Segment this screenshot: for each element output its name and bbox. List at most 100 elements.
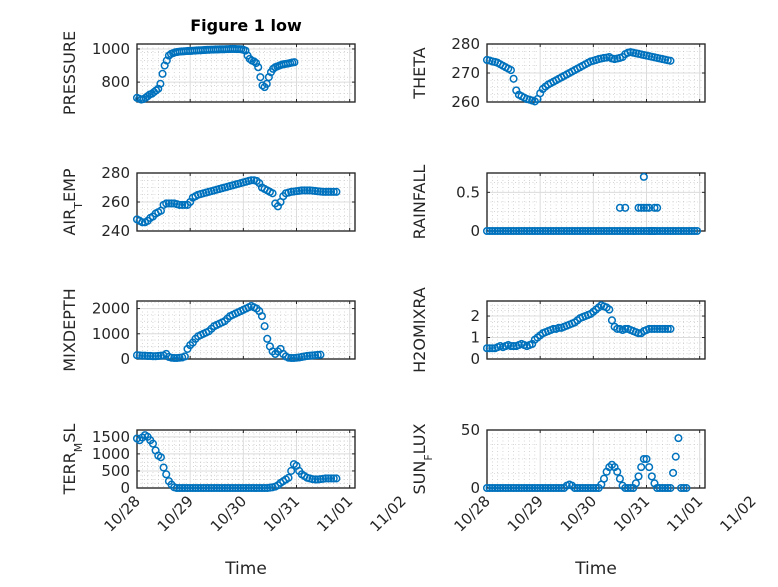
data-point bbox=[679, 226, 688, 236]
data-point bbox=[674, 226, 683, 236]
y-tick-label: 0 bbox=[120, 479, 130, 497]
data-point bbox=[639, 454, 648, 464]
axes-frame bbox=[486, 300, 706, 360]
y-tick-label: 0 bbox=[470, 350, 480, 368]
data-point bbox=[634, 472, 643, 481]
data-point bbox=[615, 474, 624, 483]
data-point bbox=[645, 463, 654, 472]
data-point bbox=[533, 226, 542, 236]
data-point bbox=[661, 483, 670, 493]
data-point bbox=[621, 324, 630, 333]
y-tick-label: 1000 bbox=[92, 40, 130, 58]
data-point bbox=[544, 226, 553, 236]
data-point bbox=[645, 324, 654, 333]
panel-h2omixra: 0 1 2 H2OMIXRA bbox=[410, 287, 706, 373]
data-point bbox=[501, 483, 510, 493]
data-point bbox=[257, 483, 267, 493]
x-tick-label: 10/31 bbox=[260, 492, 303, 535]
data-point bbox=[653, 324, 662, 333]
y-axis-label: TERRMSL bbox=[60, 424, 85, 496]
data-point bbox=[501, 226, 510, 236]
data-point bbox=[522, 483, 531, 493]
y-tick-label: 2000 bbox=[92, 300, 130, 318]
y-tick-label: 500 bbox=[101, 462, 130, 480]
data-point bbox=[215, 483, 224, 493]
data-point bbox=[568, 226, 577, 236]
data-point bbox=[506, 483, 515, 493]
data-point bbox=[645, 203, 654, 212]
data-point bbox=[634, 226, 643, 236]
data-point bbox=[287, 353, 296, 363]
data-point bbox=[663, 226, 672, 236]
data-point bbox=[172, 483, 181, 493]
data-point bbox=[690, 226, 699, 236]
data-point bbox=[549, 324, 558, 333]
data-point bbox=[631, 226, 640, 236]
data-point bbox=[247, 176, 256, 185]
data-point bbox=[610, 226, 619, 236]
data-point bbox=[546, 483, 555, 493]
data-point bbox=[249, 483, 259, 493]
data-point bbox=[669, 468, 678, 477]
data-point bbox=[671, 226, 680, 236]
data-point bbox=[530, 483, 539, 493]
data-point bbox=[297, 186, 306, 195]
data-point bbox=[188, 483, 197, 493]
data-point bbox=[156, 453, 165, 462]
data-point bbox=[199, 483, 208, 493]
data-point bbox=[522, 226, 531, 236]
data-point bbox=[504, 226, 513, 236]
data-point bbox=[655, 483, 664, 493]
data-point bbox=[533, 483, 542, 493]
data-point bbox=[252, 483, 261, 493]
data-point bbox=[514, 226, 523, 236]
data-point bbox=[207, 483, 216, 493]
data-point bbox=[255, 483, 264, 493]
data-point bbox=[517, 226, 526, 236]
data-point bbox=[647, 472, 656, 481]
data-point bbox=[655, 324, 664, 333]
x-tick-label: 11/02 bbox=[366, 492, 409, 535]
data-point bbox=[618, 226, 627, 236]
data-point bbox=[605, 226, 614, 236]
data-point bbox=[613, 226, 622, 236]
data-point bbox=[303, 186, 312, 195]
data-point bbox=[666, 483, 675, 493]
data-point bbox=[485, 226, 494, 236]
axes-frame bbox=[136, 300, 356, 360]
data-point bbox=[512, 483, 521, 493]
data-point bbox=[642, 203, 651, 212]
data-point bbox=[482, 483, 492, 493]
data-point bbox=[509, 342, 518, 351]
data-point bbox=[573, 226, 582, 236]
x-tick-label: 10/30 bbox=[557, 492, 600, 535]
y-tick-label: 0 bbox=[470, 479, 480, 497]
data-point bbox=[549, 226, 558, 236]
data-point bbox=[575, 483, 585, 493]
data-point bbox=[653, 203, 662, 212]
data-point bbox=[220, 483, 229, 493]
data-point bbox=[490, 483, 500, 493]
data-point bbox=[674, 434, 683, 443]
data-point bbox=[170, 353, 179, 363]
data-point bbox=[327, 474, 336, 483]
data-point bbox=[247, 483, 256, 493]
y-tick-label: 0 bbox=[470, 222, 480, 240]
y-tick-label: 1000 bbox=[92, 445, 130, 463]
data-point bbox=[180, 352, 189, 361]
y-tick-label: 2 bbox=[470, 307, 480, 325]
data-point bbox=[159, 463, 168, 472]
data-point bbox=[485, 344, 494, 353]
panel-theta: 260 270 280 THETA bbox=[410, 35, 706, 111]
data-point bbox=[650, 203, 659, 212]
y-axis-label: PRESSURE bbox=[60, 31, 79, 115]
data-point bbox=[324, 187, 333, 196]
data-point bbox=[621, 483, 630, 493]
data-point bbox=[493, 226, 502, 236]
x-tick-label: 10/30 bbox=[207, 492, 250, 535]
data-point bbox=[570, 226, 579, 236]
data-point bbox=[196, 483, 205, 493]
data-point bbox=[178, 483, 187, 493]
